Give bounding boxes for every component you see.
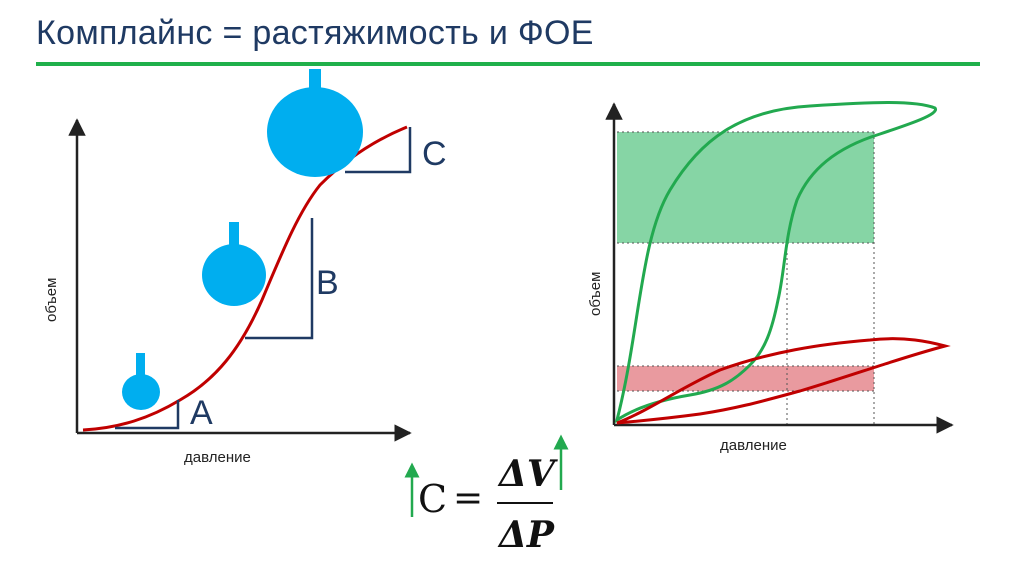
slope-triangle-a [115, 400, 180, 430]
compliance-formula: C = ΔV ΔP [404, 434, 569, 556]
point-label-b: B [316, 264, 339, 302]
balloon-medium-icon [202, 222, 266, 306]
balloon-large-icon [267, 69, 363, 177]
left-y-axis-label: объем [43, 278, 60, 322]
left-diagram: давление объем A B C [43, 69, 447, 466]
point-label-a: A [190, 394, 213, 432]
title-underline [36, 62, 980, 66]
formula-equals: = [453, 478, 483, 519]
right-diagram: давление объем [587, 101, 954, 454]
point-label-c: C [422, 135, 447, 173]
green-hysteresis-loop [614, 101, 937, 424]
formula-denominator: ΔP [497, 514, 555, 556]
left-x-axis-label: давление [184, 449, 251, 466]
formula-lhs: C [418, 477, 447, 521]
slope-triangle-b [245, 218, 314, 340]
right-x-axis-label: давление [720, 437, 787, 454]
slope-triangle-c [345, 127, 412, 174]
green-volume-band [617, 132, 874, 243]
red-hysteresis-loop [616, 337, 951, 425]
slide-title: Комплайнс = растяжимость и ФОЕ [36, 14, 594, 52]
formula-numerator: ΔV [497, 453, 558, 495]
balloon-small-icon [122, 353, 160, 410]
right-y-axis-label: объем [587, 272, 604, 316]
